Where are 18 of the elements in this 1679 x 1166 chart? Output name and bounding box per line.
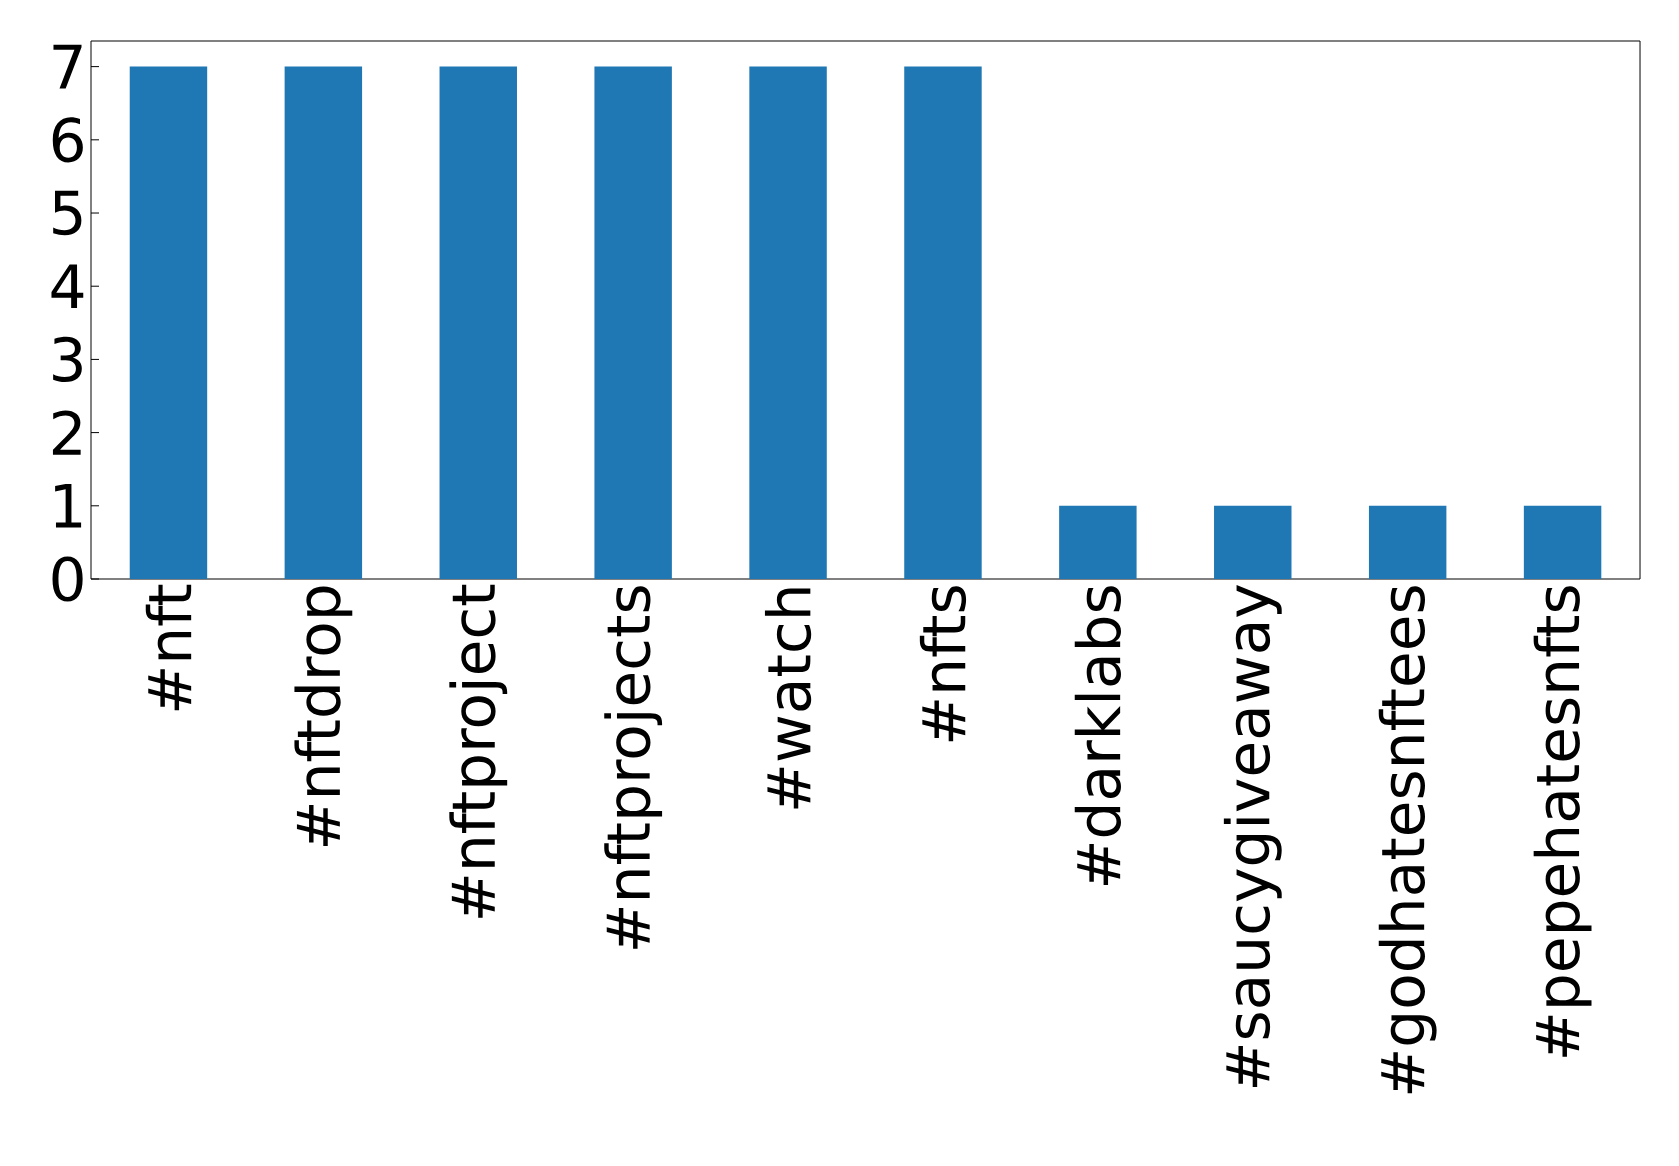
x-tick-label: #nftdrop <box>294 586 353 846</box>
x-tick-label: #darklabs <box>1074 586 1121 885</box>
y-tick-label: 0 <box>52 556 83 602</box>
x-tick-label: #nfts <box>919 586 967 742</box>
y-tick-label: 2 <box>52 410 81 455</box>
x-tick-label: #watch <box>764 588 812 809</box>
x-tick-label: #nftprojects <box>604 586 663 949</box>
y-tick-label: 5 <box>53 190 82 236</box>
y-tick-label: 7 <box>53 44 82 89</box>
y-tick-label: 4 <box>51 264 84 308</box>
y-tick-label: 3 <box>53 336 82 383</box>
x-tick-label: #pepehatesnfts <box>1533 586 1592 1057</box>
x-tick-label: #nft <box>145 584 192 711</box>
x-tick-label: #saucygiveaway <box>1223 585 1282 1087</box>
y-tick-label: 6 <box>52 117 83 163</box>
x-tick-label: #godhatesnftees <box>1378 586 1437 1094</box>
y-tick-label: 1 <box>55 484 82 528</box>
x-tick-label: #nftproject <box>449 584 508 918</box>
